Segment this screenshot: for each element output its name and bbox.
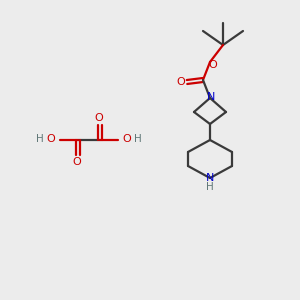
Text: O: O — [94, 113, 103, 123]
Text: O: O — [46, 134, 56, 144]
Text: N: N — [206, 173, 214, 183]
Text: O: O — [73, 157, 81, 167]
Text: O: O — [123, 134, 131, 144]
Text: O: O — [177, 77, 185, 87]
Text: O: O — [208, 60, 217, 70]
Text: H: H — [134, 134, 142, 144]
Text: N: N — [207, 92, 215, 102]
Text: H: H — [36, 134, 44, 144]
Text: H: H — [206, 182, 214, 192]
